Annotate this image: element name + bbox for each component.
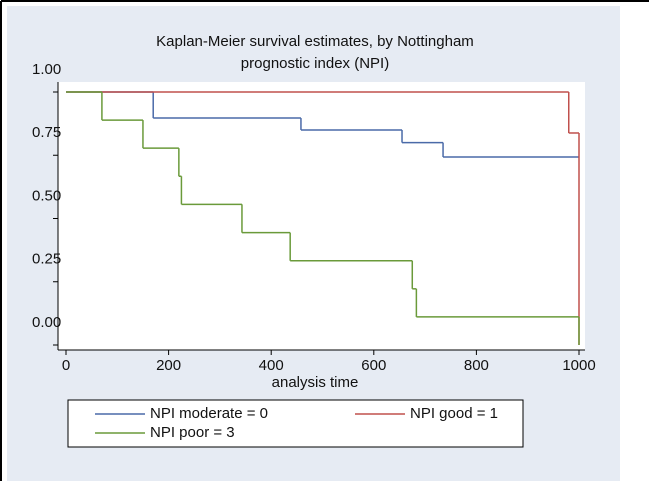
legend-label: NPI moderate = 0 — [150, 405, 268, 422]
x-tick-label: 600 — [361, 357, 386, 374]
legend — [67, 399, 524, 448]
y-tick-label: 0.50 — [32, 187, 61, 204]
y-tick-label: 0.75 — [32, 124, 61, 141]
plot-area — [58, 82, 585, 350]
x-tick-label: 1000 — [562, 357, 595, 374]
legend-label: NPI good = 1 — [410, 405, 498, 422]
x-tick-label: 400 — [259, 357, 284, 374]
chart-title: prognostic index (NPI) — [241, 55, 389, 72]
x-tick-label: 200 — [156, 357, 181, 374]
x-axis-label: analysis time — [272, 374, 359, 391]
y-tick-label: 0.25 — [32, 251, 61, 268]
y-tick-label: 1.00 — [32, 61, 61, 78]
y-tick-label: 0.00 — [32, 314, 61, 331]
x-tick-label: 800 — [464, 357, 489, 374]
x-tick-label: 0 — [62, 357, 70, 374]
chart-title: Kaplan-Meier survival estimates, by Nott… — [156, 33, 474, 50]
legend-label: NPI poor = 3 — [150, 424, 235, 441]
